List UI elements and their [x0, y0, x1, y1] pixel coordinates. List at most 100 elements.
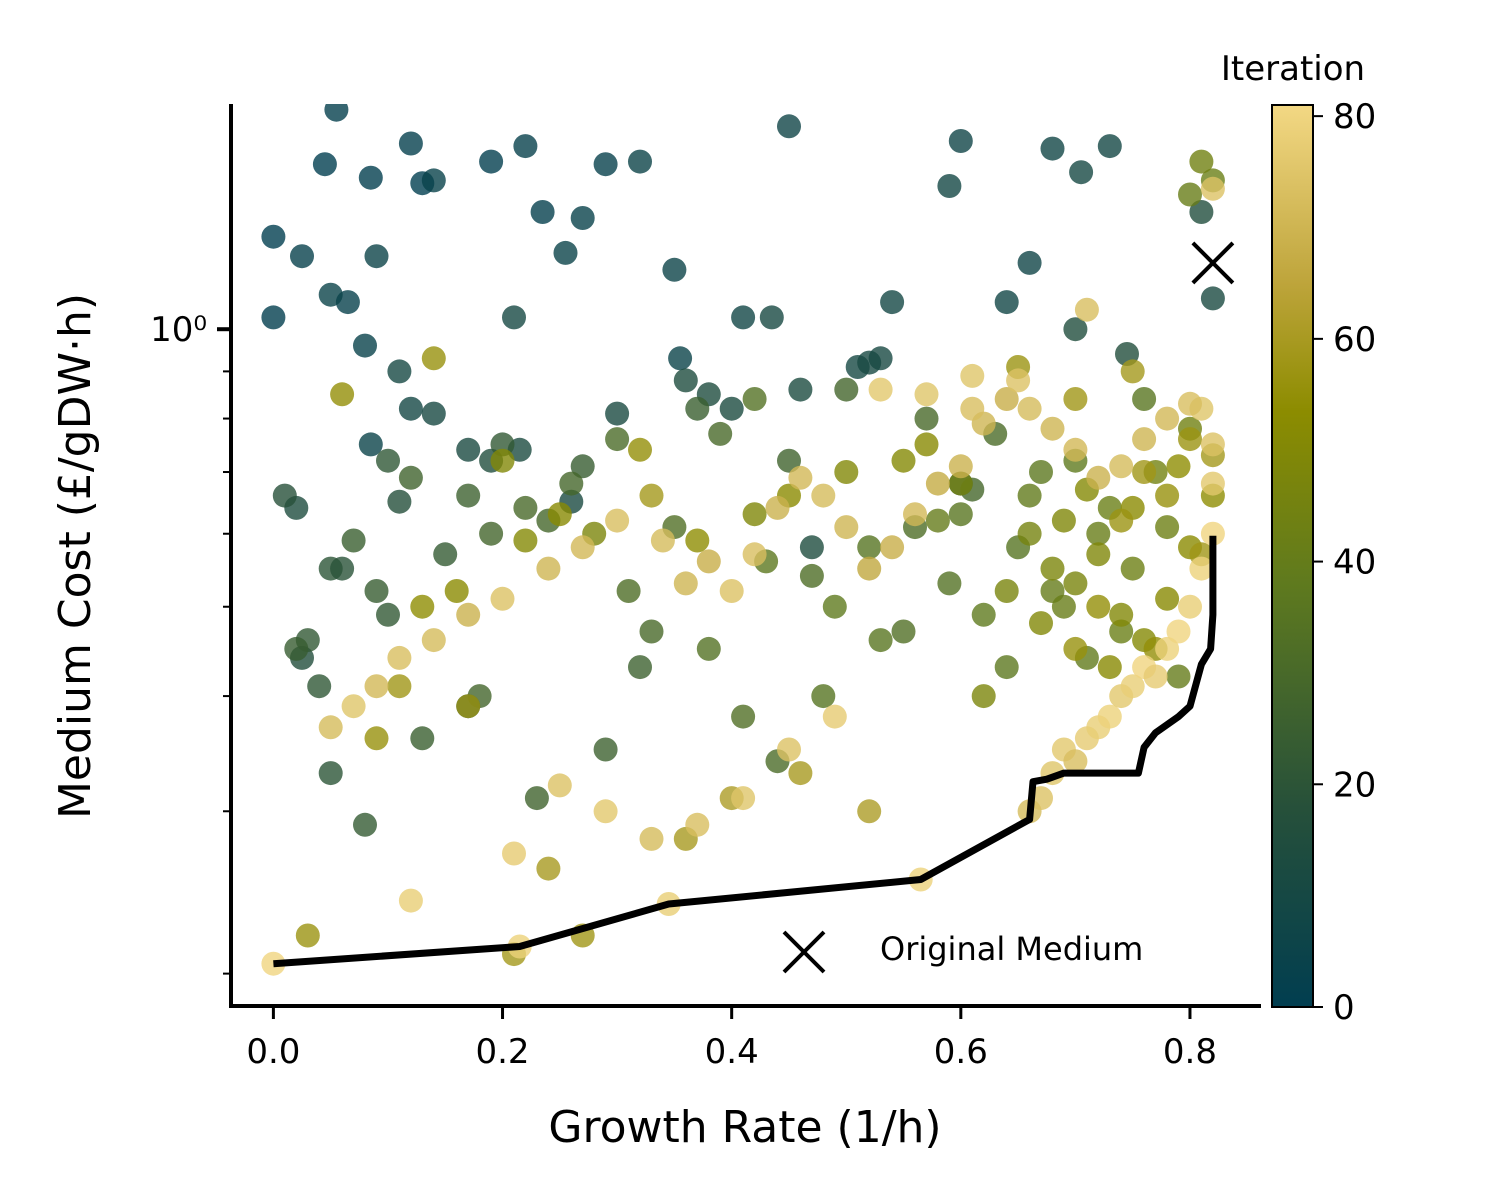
data-point [1051, 594, 1076, 619]
data-point [502, 841, 526, 866]
data-point [421, 628, 446, 653]
data-point [1155, 515, 1180, 540]
data-point [1120, 556, 1145, 581]
data-point [673, 368, 698, 393]
data-point [398, 888, 423, 913]
data-point [1155, 406, 1180, 431]
data-point [456, 602, 481, 627]
data-point [857, 556, 882, 581]
data-point [547, 773, 572, 798]
data-point [948, 471, 973, 496]
data-point [387, 674, 412, 699]
data-point [1132, 460, 1157, 484]
colorbar-tick-label: 40 [1333, 543, 1376, 583]
data-point [891, 619, 916, 644]
data-point [1029, 460, 1053, 484]
data-point [605, 401, 630, 426]
data-point [1017, 250, 1042, 275]
data-point [387, 359, 412, 384]
data-point [673, 571, 698, 596]
y-axis-ticks: 10⁰ [150, 310, 231, 975]
data-point [1132, 387, 1157, 411]
data-point [353, 812, 377, 837]
data-point [1200, 471, 1225, 496]
data-point [593, 799, 618, 824]
data-point [513, 134, 538, 159]
data-point [1086, 465, 1111, 490]
data-point [914, 432, 939, 457]
data-point [1097, 655, 1122, 680]
data-point [530, 200, 555, 224]
legend-label: Original Medium [880, 930, 1143, 968]
data-point [948, 129, 973, 153]
data-point [456, 437, 481, 462]
data-point [759, 305, 784, 330]
data-point [324, 104, 349, 122]
data-point [341, 694, 366, 719]
data-point [834, 460, 859, 484]
data-point [364, 726, 389, 751]
data-point [1069, 160, 1094, 185]
x-tick-label: 0.4 [705, 1032, 759, 1072]
data-point [799, 535, 824, 560]
legend-x-marker [782, 930, 826, 974]
data-point [994, 579, 1019, 603]
colorbar-gradient [1271, 104, 1314, 1008]
colorbar: Iteration 0 20 40 60 80 [1221, 49, 1376, 1028]
data-point [547, 502, 572, 527]
data-point [1120, 359, 1145, 384]
data-point [358, 165, 383, 190]
data-point [937, 571, 962, 596]
x-axis-ticks: 0.0 0.2 0.4 0.6 0.8 [246, 1007, 1217, 1072]
data-point [1155, 636, 1180, 661]
data-point [376, 602, 400, 627]
data-point [456, 694, 481, 719]
data-point [398, 465, 423, 490]
pareto-front [273, 535, 1217, 968]
data-point [376, 448, 400, 473]
data-point [1097, 134, 1122, 159]
data-point [914, 382, 939, 407]
data-point [765, 495, 790, 520]
data-point [1029, 611, 1053, 636]
data-point [1063, 317, 1088, 342]
data-point [1109, 602, 1134, 627]
data-point [868, 346, 893, 371]
data-point [811, 483, 836, 508]
data-point [421, 401, 446, 426]
data-point [1178, 594, 1202, 619]
data-point [696, 636, 721, 661]
data-point [1200, 432, 1225, 457]
x-tick-label: 0.0 [246, 1032, 300, 1072]
data-point [731, 786, 756, 811]
original-medium-layer [1191, 241, 1235, 285]
data-point [479, 521, 504, 546]
data-point [570, 454, 595, 479]
data-point [1097, 704, 1122, 729]
data-point [410, 726, 435, 751]
data-point [1063, 571, 1088, 596]
data-point [639, 483, 664, 508]
data-point [553, 240, 578, 265]
data-point [1155, 483, 1180, 508]
data-point [925, 508, 950, 533]
data-point [777, 737, 801, 762]
data-point [994, 655, 1019, 680]
data-point [1109, 454, 1134, 479]
data-point [312, 152, 337, 177]
data-point [330, 556, 355, 581]
data-point [410, 594, 435, 619]
data-point [1040, 556, 1065, 581]
data-point [364, 674, 389, 699]
data-point [628, 437, 652, 462]
data-point [1086, 521, 1111, 546]
data-point [421, 346, 446, 371]
data-point [1006, 368, 1031, 393]
data-point [536, 556, 561, 581]
data-point [696, 549, 721, 574]
data-point [387, 645, 412, 670]
data-point [880, 290, 905, 315]
data-point [1109, 508, 1134, 533]
data-point [834, 377, 859, 402]
data-point [668, 346, 693, 371]
